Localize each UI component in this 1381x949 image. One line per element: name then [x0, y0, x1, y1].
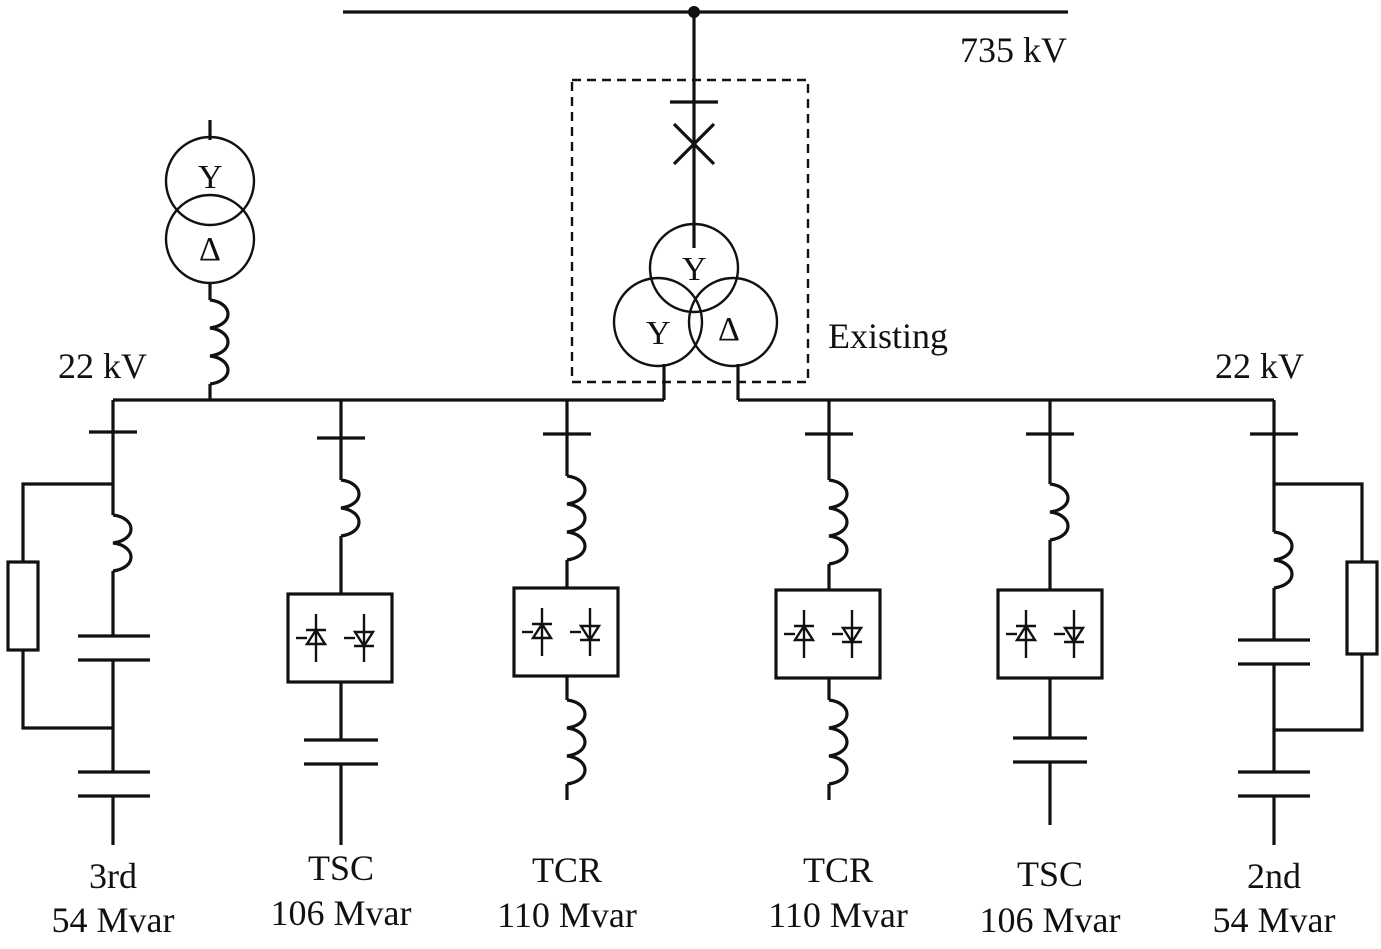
hv-breaker-icon [672, 122, 716, 166]
feeder-6-rating: 54 Mvar [1213, 900, 1336, 940]
thyristor-icon [522, 608, 554, 656]
reactor-icon [828, 478, 849, 566]
feeder-6-name: 2nd [1247, 856, 1301, 896]
aux-reactor-icon [209, 298, 230, 386]
feeder-3-rating: 110 Mvar [497, 895, 637, 935]
feeder-tcr-right [774, 400, 882, 800]
main-transformer-icon [612, 222, 779, 368]
thyristor-icon [296, 614, 328, 662]
thyristor-icon [784, 610, 816, 658]
reactor-icon [566, 698, 587, 786]
thyristor-icon [1006, 610, 1038, 658]
feeder-1-name: 3rd [89, 856, 137, 896]
reactor-icon [828, 698, 849, 786]
resistor-icon [6, 560, 40, 652]
lv-bus-left-label: 22 kV [58, 346, 147, 386]
reactor-icon [1049, 482, 1070, 542]
aux-transformer-upper-winding: Y [198, 159, 223, 196]
feeder-2-rating: 106 Mvar [271, 893, 412, 933]
feeder-3rd-filter [6, 400, 150, 845]
resistor-icon [1345, 560, 1379, 656]
hv-bus-label: 735 kV [960, 30, 1067, 70]
existing-enclosure [570, 78, 810, 384]
main-transformer-secondary-winding: Y [646, 315, 671, 352]
feeder-tcr-left [512, 400, 620, 800]
reactor-icon [1273, 530, 1294, 590]
reactor-icon [112, 513, 133, 573]
feeder-2nd-filter [1238, 400, 1379, 845]
thyristor-icon [570, 608, 602, 656]
existing-label: Existing [828, 316, 948, 356]
feeder-5-name: TSC [1017, 854, 1083, 894]
feeder-4-name: TCR [803, 850, 873, 890]
feeder-tsc-right [996, 400, 1104, 825]
thyristor-symbols [296, 608, 1086, 662]
reactor-icon [566, 474, 587, 562]
feeder-3-name: TCR [532, 850, 602, 890]
feeder-4-rating: 110 Mvar [768, 895, 908, 935]
aux-transformer-lower-winding: Δ [199, 231, 221, 268]
reactor-icon [340, 478, 361, 538]
feeder-5-rating: 106 Mvar [980, 900, 1121, 940]
thyristor-icon [344, 614, 376, 662]
lv-bus-right-label: 22 kV [1215, 346, 1304, 386]
feeder-tsc-left [286, 400, 394, 845]
thyristor-icon [1054, 610, 1086, 658]
feeder-1-rating: 54 Mvar [52, 900, 175, 940]
feeder-2-name: TSC [308, 848, 374, 888]
main-transformer-tertiary-winding: Δ [718, 311, 740, 348]
thyristor-icon [832, 610, 864, 658]
main-transformer-primary-winding: Y [682, 251, 707, 288]
